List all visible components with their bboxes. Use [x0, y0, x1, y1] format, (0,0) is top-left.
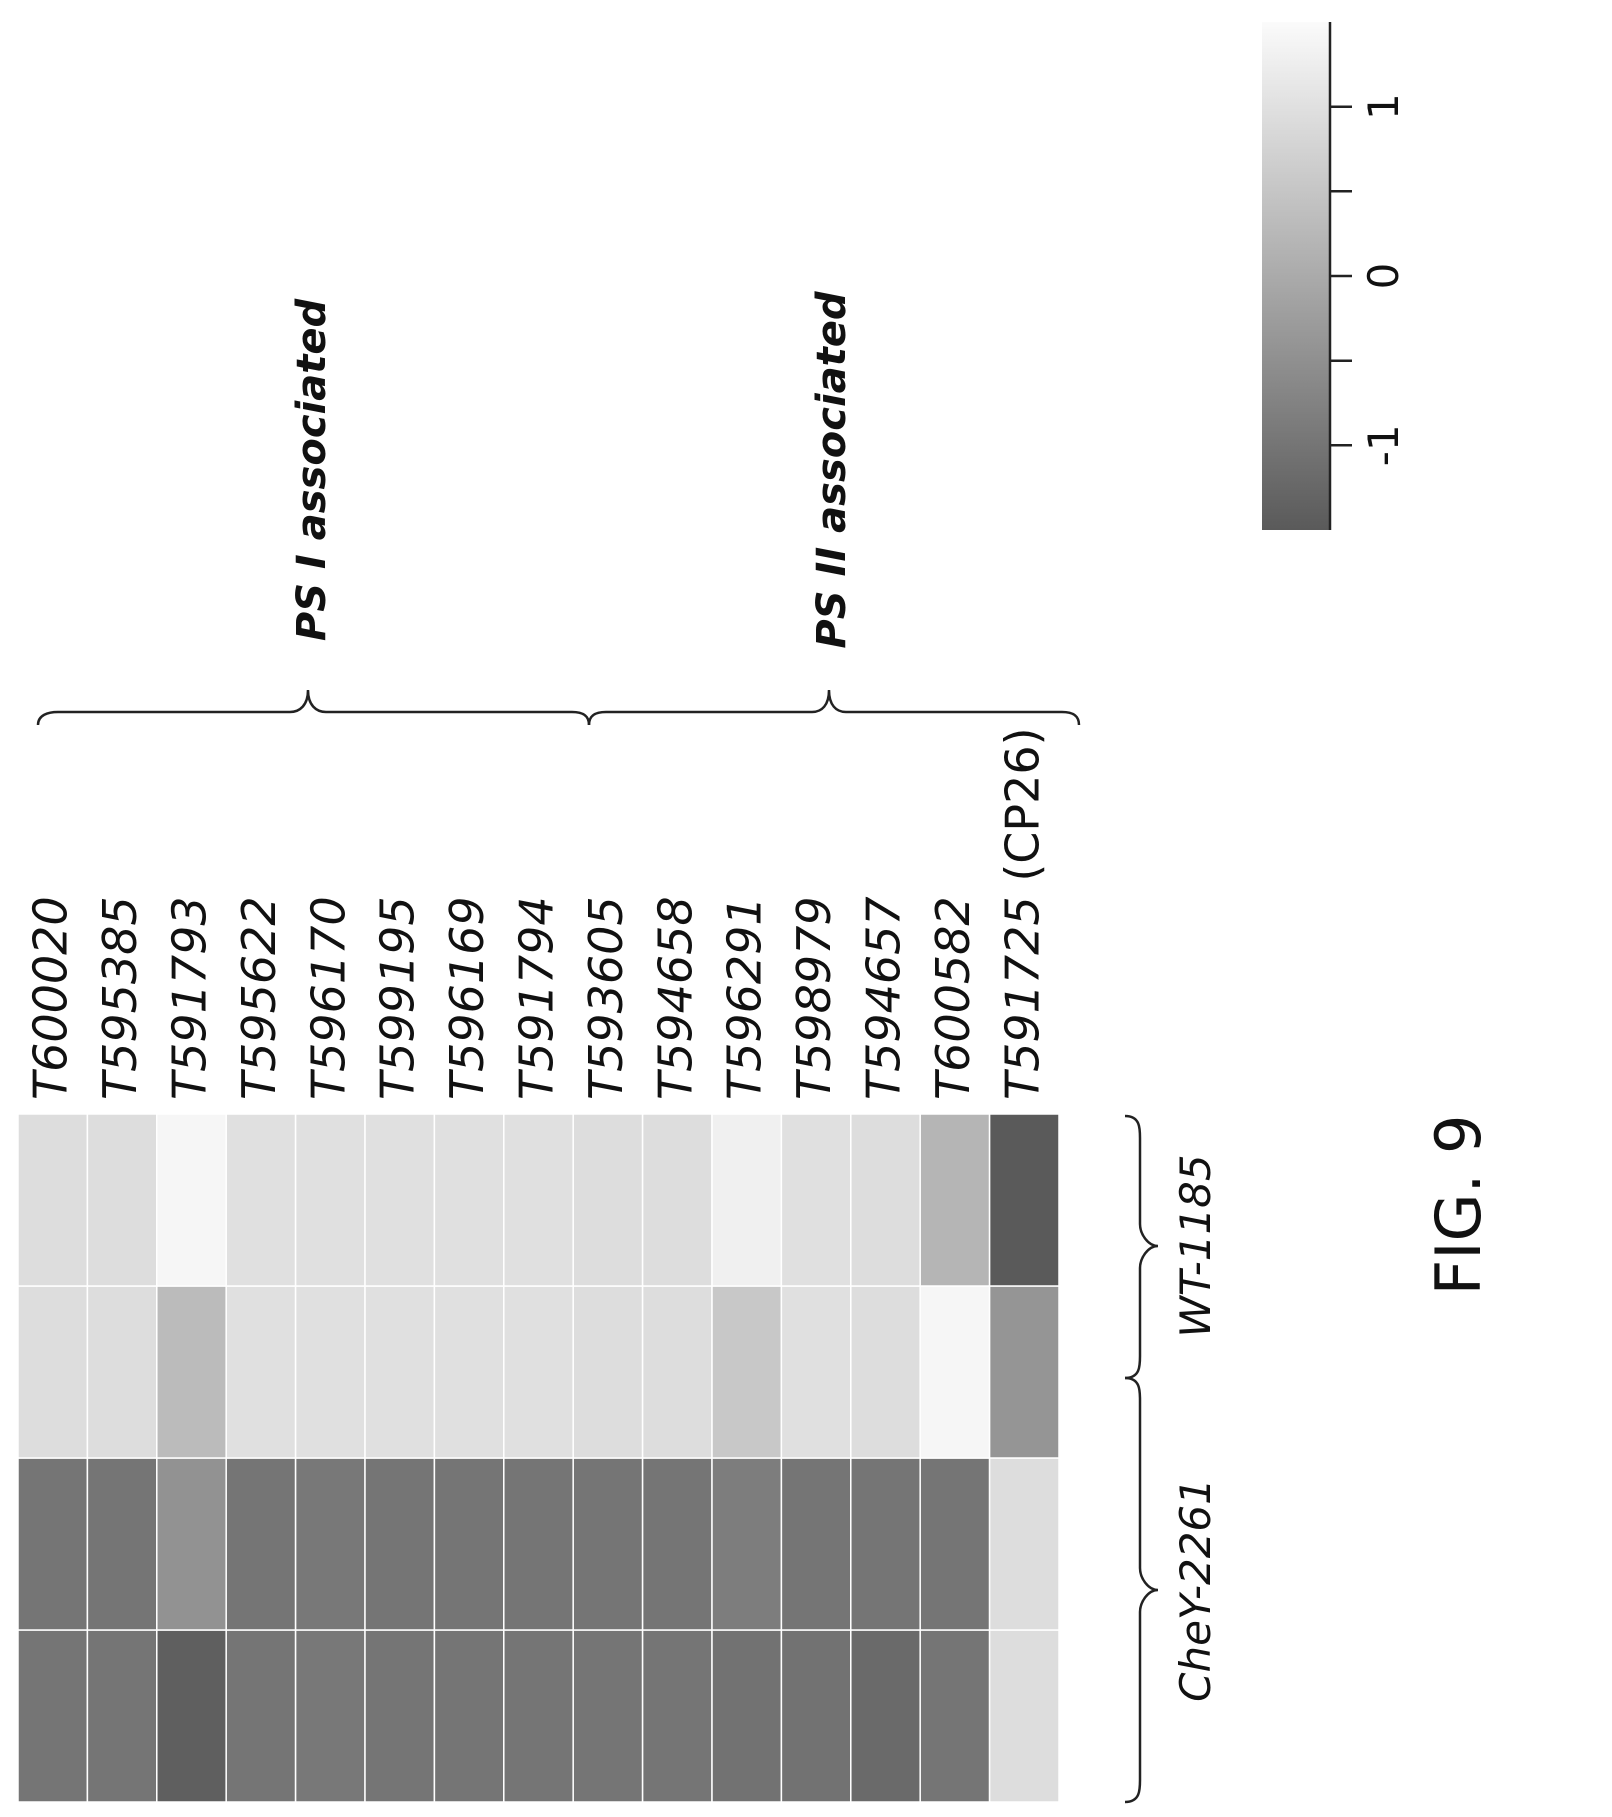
heatmap-cell [919, 1457, 991, 1631]
heatmap-cell [86, 1457, 158, 1631]
gene-label: T594658 [648, 896, 702, 1100]
heatmap-cell [711, 1285, 783, 1459]
heatmap-cell [503, 1629, 574, 1803]
sample-label-chey-2261: CheY-2261 [1171, 1478, 1220, 1702]
heatmap-cell [364, 1457, 436, 1631]
heatmap-cell [225, 1457, 297, 1631]
heatmap-cell [780, 1457, 852, 1631]
heatmap-cell [17, 1285, 89, 1459]
heatmap-cell [17, 1113, 89, 1287]
gene-label: T598979 [787, 896, 841, 1100]
heatmap-cell [364, 1285, 436, 1459]
gene-label: T591794 [510, 896, 564, 1100]
heatmap-cell [225, 1629, 297, 1803]
heatmap-cell [641, 1285, 713, 1459]
color-scale-minor-ticks [1330, 105, 1352, 447]
gene-label: T600020 [24, 896, 78, 1100]
color-scale-legend: -1 0 1 [1262, 22, 1408, 530]
heatmap-cell [225, 1285, 297, 1459]
heatmap-cell [780, 1113, 852, 1287]
heatmap-cell [641, 1113, 713, 1287]
gene-label: T596169 [440, 896, 494, 1100]
gene-label: T591793 [163, 896, 217, 1100]
heatmap-cell [156, 1113, 227, 1287]
color-scale-tick-label: -1 [1359, 424, 1408, 466]
heatmap-cell [156, 1285, 227, 1459]
gene-labels: T600020 T595385 T591793 T595622 T596170 T5991… [24, 727, 1050, 1100]
heatmap-cell [988, 1629, 1060, 1803]
heatmap-cell [364, 1113, 436, 1287]
heatmap-cell [850, 1113, 921, 1287]
heatmap-cell [225, 1113, 297, 1287]
heatmap-cell [156, 1457, 227, 1631]
heatmap-cell [919, 1113, 991, 1287]
group-bracket-ps-i [36, 689, 591, 726]
gene-label: T599195 [371, 896, 425, 1100]
heatmap-cell [572, 1629, 644, 1803]
heatmap-cell [294, 1113, 366, 1287]
heatmap-cell [156, 1629, 227, 1803]
heatmap-cell [919, 1285, 991, 1459]
color-scale-tick-label: 0 [1359, 263, 1408, 290]
heatmap-cell [572, 1285, 644, 1459]
heatmap-cell [86, 1113, 158, 1287]
heatmap-cell [780, 1285, 852, 1459]
gene-label: T595622 [232, 896, 286, 1100]
figure-label: FIG. 9 [1422, 1115, 1495, 1296]
heatmap-cell [86, 1629, 158, 1803]
heatmap-cell [641, 1457, 713, 1631]
heatmap-cell [711, 1457, 783, 1631]
group-bracket-ps-ii [587, 689, 1081, 726]
gene-label: T600582 [926, 896, 980, 1100]
group-label-ps-ii: PS II associated [809, 291, 855, 648]
sample-label-wt-1185: WT-1185 [1171, 1154, 1220, 1337]
heatmap-cell [850, 1629, 921, 1803]
heatmap-cell [850, 1457, 921, 1631]
heatmap-cell [988, 1285, 1060, 1459]
heatmap-cell [850, 1285, 921, 1459]
heatmap-cell [641, 1629, 713, 1803]
heatmap-cell [503, 1285, 574, 1459]
heatmap-cell [988, 1457, 1060, 1631]
heatmap-cell [503, 1113, 574, 1287]
heatmap-cell [988, 1113, 1060, 1287]
heatmap-cell [919, 1629, 991, 1803]
sample-brackets [1124, 1114, 1159, 1804]
heatmap-cell [780, 1629, 852, 1803]
heatmap-cell [572, 1113, 644, 1287]
heatmap-cell [364, 1629, 436, 1803]
heatmap-cell [572, 1457, 644, 1631]
sample-bracket-wt-1185 [1124, 1114, 1159, 1380]
heatmap-cell [433, 1457, 505, 1631]
heatmap-cell [294, 1285, 366, 1459]
gene-label: T594657 [857, 896, 911, 1100]
heatmap-cell [433, 1285, 505, 1459]
gene-label: T595385 [93, 896, 147, 1100]
gene-label: T596170 [301, 896, 355, 1100]
heatmap-cell [503, 1457, 574, 1631]
color-scale-ticks: -1 0 1 [1359, 93, 1408, 466]
heatmap-cell [433, 1113, 505, 1287]
heatmap-cells [17, 1113, 1060, 1803]
heatmap-cell [17, 1629, 89, 1803]
gene-label: T593605 [579, 896, 633, 1100]
heatmap-cell [294, 1629, 366, 1803]
color-scale-tick-label: 1 [1359, 93, 1408, 120]
group-label-ps-i: PS I associated [289, 299, 335, 642]
heatmap-cell [17, 1457, 89, 1631]
heatmap-cell [711, 1113, 783, 1287]
sample-bracket-chey-2261 [1124, 1376, 1159, 1804]
group-brackets [36, 689, 1081, 726]
heatmap-cell [294, 1457, 366, 1631]
heatmap-cell [86, 1285, 158, 1459]
color-scale-bar [1262, 22, 1330, 530]
heatmap-cell [711, 1629, 783, 1803]
gene-label: T591725 (CP26) [995, 727, 1049, 1100]
heatmap-cell [433, 1629, 505, 1803]
gene-label: T596291 [718, 896, 772, 1100]
